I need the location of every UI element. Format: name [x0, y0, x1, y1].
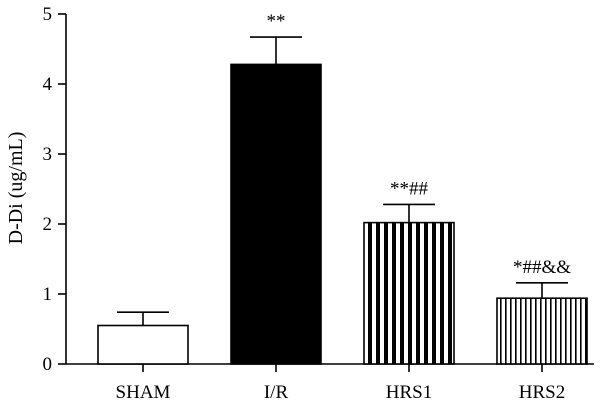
x-tick-label: HRS2	[519, 382, 565, 403]
y-tick-label: 1	[43, 284, 53, 305]
x-axis: SHAM I/R HRS1 HRS2	[66, 363, 594, 403]
y-tick-label: 2	[43, 214, 53, 235]
x-tick-label: SHAM	[116, 382, 171, 403]
error-bars	[117, 36, 568, 326]
bars	[97, 63, 588, 365]
bar-hrs1	[363, 221, 455, 365]
y-tick-label: 4	[43, 74, 53, 95]
annotation-label: **##	[390, 178, 429, 199]
bar-i-r	[230, 63, 322, 365]
y-tick-label: 5	[43, 4, 53, 25]
significance-annotations: ** **## *##&&	[267, 11, 572, 278]
bar-hrs2	[496, 297, 588, 365]
x-tick-label: HRS1	[386, 382, 432, 403]
annotation-label: *##&&	[513, 257, 571, 278]
y-tick-label: 3	[43, 144, 53, 165]
y-axis: 0 1 2 3 4 5	[43, 4, 67, 375]
y-axis-label: D-Di (ug/mL)	[5, 132, 27, 245]
x-tick-label: I/R	[264, 382, 289, 403]
bar-sham	[97, 324, 189, 365]
annotation-label: **	[267, 11, 286, 32]
y-tick-label: 0	[43, 354, 53, 375]
